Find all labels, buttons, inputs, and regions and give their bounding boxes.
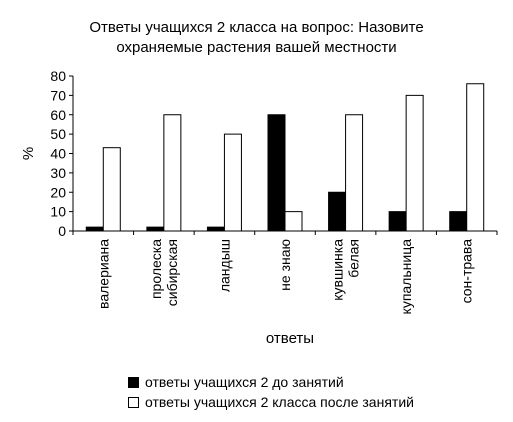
x-tick-label: кувшинка — [330, 239, 346, 301]
y-axis-label: % — [20, 147, 37, 160]
bar-after — [466, 83, 485, 232]
y-tick-label: 30 — [50, 165, 66, 181]
bar-before — [146, 226, 165, 232]
bar-before — [85, 226, 104, 232]
x-tick-label: купальница — [398, 239, 414, 315]
y-tick-label: 60 — [50, 107, 66, 123]
bar-after — [163, 114, 182, 232]
y-tick-label: 80 — [50, 68, 66, 84]
bar-after — [345, 114, 364, 232]
y-tick-label: 50 — [50, 126, 66, 142]
legend-swatch-white — [128, 396, 139, 408]
y-tick-label: 70 — [50, 87, 66, 103]
bar-after — [102, 147, 121, 232]
y-tick-label: 20 — [50, 184, 66, 200]
x-tick-label: белая — [346, 239, 362, 278]
bar-before — [328, 191, 347, 232]
bar-before — [206, 226, 225, 232]
x-axis-label: ответы — [265, 330, 315, 347]
y-tick-label: 10 — [50, 204, 66, 220]
bar-after — [223, 133, 242, 232]
legend-swatch-black — [128, 376, 139, 388]
bar-before — [449, 211, 468, 232]
legend-item-after: ответы учащихся 2 класса после занятий — [128, 392, 414, 412]
legend-item-before: ответы учащихся 2 до занятий — [128, 372, 414, 392]
chart-title-line-1: Ответы учащихся 2 класса на вопрос: Назо… — [89, 19, 424, 36]
x-tick-label: валериана — [95, 239, 111, 309]
bar-before — [267, 114, 286, 232]
legend: ответы учащихся 2 до занятий ответы учащ… — [128, 372, 414, 412]
x-tick-label: сибирская — [164, 239, 180, 306]
x-tick-label: не знаю — [277, 239, 293, 291]
x-tick-label: пролеска — [148, 239, 164, 299]
y-tick-label: 40 — [50, 146, 66, 162]
bar-before — [388, 211, 407, 232]
y-tick-label: 0 — [58, 223, 66, 239]
chart-title-line-2: охраняемые растения вашей местности — [116, 39, 397, 56]
x-tick-label: сон-трава — [459, 239, 475, 304]
x-tick-label: ландыш — [216, 239, 232, 292]
legend-label-before: ответы учащихся 2 до занятий — [145, 374, 344, 390]
bar-after — [284, 211, 303, 232]
bar-after — [405, 94, 424, 232]
legend-label-after: ответы учащихся 2 класса после занятий — [145, 394, 414, 410]
